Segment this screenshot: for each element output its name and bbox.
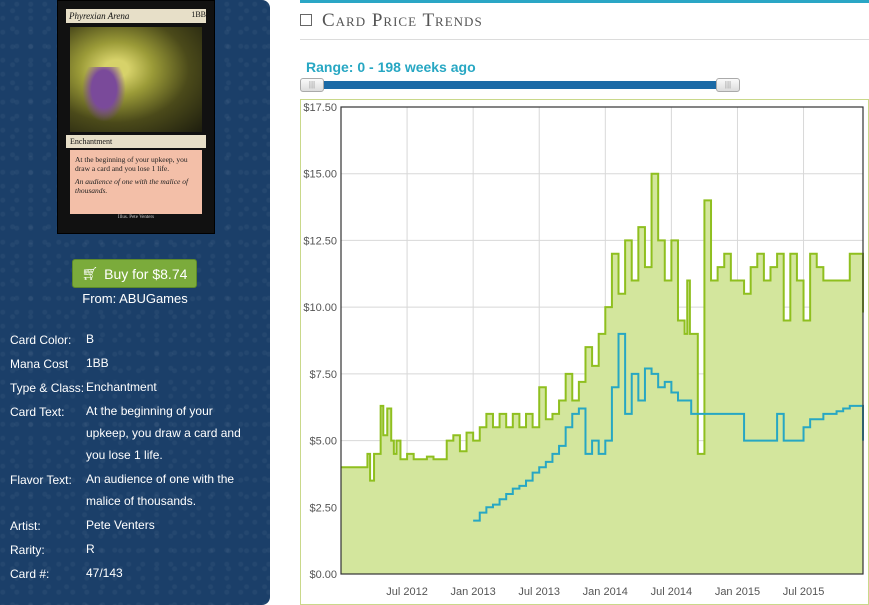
attr-key: Artist:	[10, 519, 41, 533]
attr-value: Pete Venters	[86, 518, 155, 532]
range-slider-fill	[308, 81, 732, 89]
attr-value: 47/143	[86, 566, 123, 580]
attr-value: An audience of one with the malice of th…	[86, 472, 235, 508]
card-image-textbox: At the beginning of your upkeep, you dra…	[70, 150, 202, 214]
card-art	[70, 27, 202, 132]
range-slider-max-handle[interactable]: |||	[716, 78, 740, 92]
series-0-line	[341, 172, 864, 482]
attr-key: Card #:	[10, 567, 50, 581]
price-panel-title: Card Price Trends	[300, 10, 483, 32]
seller-label: From: ABUGames	[82, 291, 188, 306]
y-tick-label: $2.50	[309, 502, 337, 514]
card-image-footer: Illus. Pete Venters	[117, 215, 155, 220]
attr-value: At the beginning of your upkeep, you dra…	[86, 404, 241, 462]
range-label: Range: 0 - 198 weeks ago	[306, 59, 476, 75]
price-chart-svg: $0.00 $2.50 $5.00 $7.50 $10.00 $12.50 $15.00 $1…	[303, 102, 864, 598]
x-tick-label: Jul 2013	[518, 586, 560, 598]
y-tick-label: $15.00	[303, 169, 337, 181]
x-tick-label: Jan 2015	[715, 586, 760, 598]
x-tick-label: Jul 2015	[783, 586, 825, 598]
buy-button[interactable]: 🛒︎ Buy for $8.74	[72, 259, 197, 288]
card-image: Phyrexian Arena 1BB Enchantment At the b…	[57, 0, 215, 234]
price-panel-title-text: Card Price Trends	[322, 10, 483, 31]
attr-value: B	[86, 332, 95, 346]
calendar-icon	[300, 14, 312, 26]
card-image-type: Enchantment	[66, 135, 206, 148]
card-image-cost: 1BB	[191, 10, 206, 19]
buy-button-label: Buy for $8.74	[104, 265, 188, 282]
card-image-flavor: An audience of one with the malice of th…	[75, 177, 189, 195]
attr-value: 1BB	[86, 356, 109, 370]
attr-value: R	[86, 542, 95, 556]
y-tick-label: $0.00	[309, 569, 337, 581]
y-tick-label: $12.50	[303, 235, 337, 247]
attr-key: Type & Class:	[10, 381, 85, 395]
attr-key: Flavor Text:	[10, 473, 72, 487]
attr-key: Card Text:	[10, 405, 65, 419]
plot-border	[340, 106, 864, 575]
card-sidebar: Phyrexian Arena 1BB Enchantment At the b…	[0, 0, 270, 605]
x-tick-label: Jul 2012	[386, 586, 428, 598]
range-slider-min-handle[interactable]: |||	[300, 78, 324, 92]
y-tick-label: $10.00	[303, 302, 337, 314]
attr-key: Rarity:	[10, 543, 45, 557]
range-slider[interactable]: ||| |||	[300, 78, 740, 92]
attr-key: Card Color:	[10, 333, 72, 347]
price-chart: $0.00 $2.50 $5.00 $7.50 $10.00 $12.50 $15.00 $1…	[300, 99, 869, 605]
attr-key: Mana Cost	[10, 357, 69, 371]
x-tick-label: Jan 2013	[451, 586, 496, 598]
x-tick-label: Jan 2014	[583, 586, 628, 598]
x-tick-label: Jul 2014	[651, 586, 693, 598]
series-1-line	[473, 332, 864, 522]
title-divider	[300, 39, 869, 40]
card-image-rules: At the beginning of your upkeep, you dra…	[75, 155, 188, 173]
attr-value: Enchantment	[86, 380, 157, 394]
header-accent-bar	[300, 0, 869, 3]
y-tick-label: $5.00	[309, 436, 337, 448]
card-image-title: Phyrexian Arena	[66, 9, 206, 23]
series-0-area	[341, 173, 863, 574]
y-tick-label: $17.50	[303, 102, 337, 114]
y-tick-label: $7.50	[309, 369, 337, 381]
shopping-cart-icon: 🛒︎	[81, 265, 99, 281]
